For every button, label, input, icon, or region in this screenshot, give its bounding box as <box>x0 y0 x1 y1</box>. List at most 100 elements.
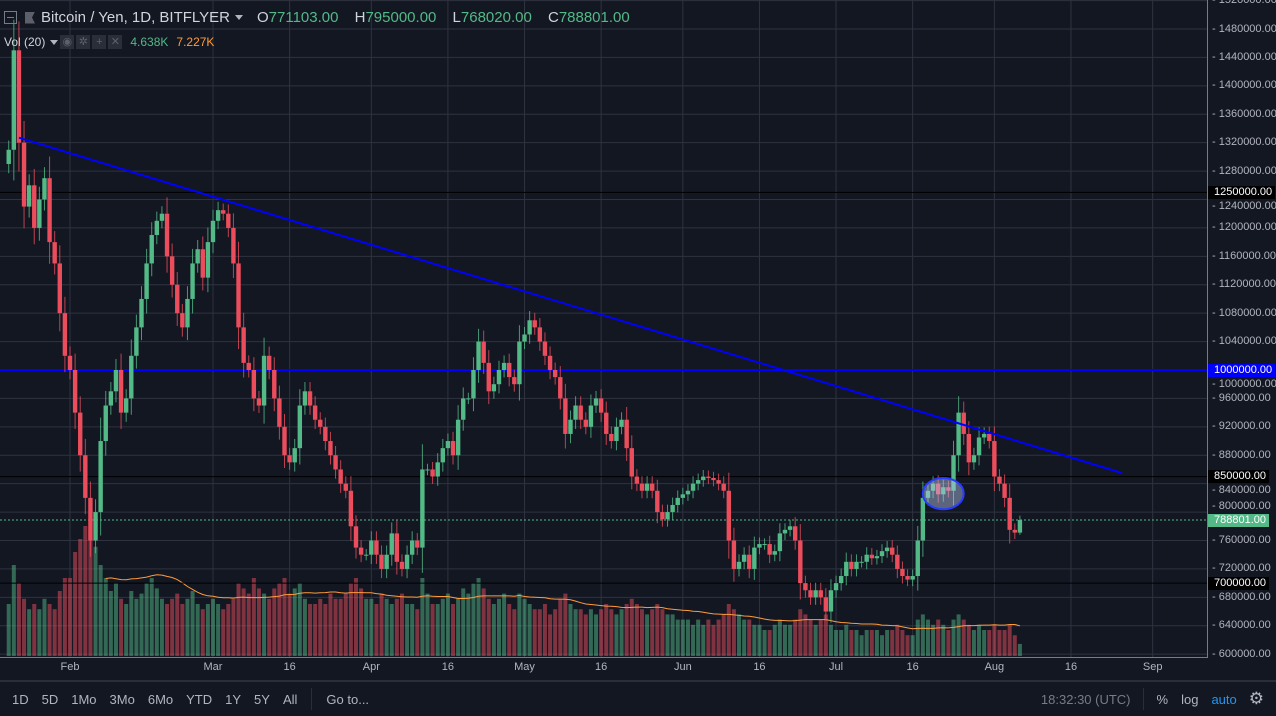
volume-bar <box>588 609 593 656</box>
gear-icon[interactable]: ⚙ <box>1248 689 1264 708</box>
horizontal-lines[interactable] <box>0 191 1207 584</box>
range-5y[interactable]: 5Y <box>254 691 270 707</box>
volume-bar <box>1012 635 1017 656</box>
volume-bar <box>389 604 394 656</box>
range-6mo[interactable]: 6Mo <box>147 691 174 707</box>
volume-bar <box>461 588 466 656</box>
candle-body <box>67 355 73 370</box>
candle-body <box>496 370 502 385</box>
log-toggle[interactable]: log <box>1181 691 1199 707</box>
horizontal-line-label: 1000000.00 <box>1208 363 1276 377</box>
highlight-ellipse[interactable] <box>921 476 965 511</box>
candle-body <box>333 455 338 470</box>
volume-bar <box>221 609 226 656</box>
volume-bar <box>788 624 793 656</box>
volume-bar <box>149 578 154 656</box>
price-tick-label: - 1480000.00 <box>1212 22 1276 35</box>
price-tick-label: - 1000000.00 <box>1212 377 1276 390</box>
gear-icon[interactable]: ✲ <box>76 35 91 49</box>
range-all[interactable]: All <box>282 691 298 707</box>
candle-body <box>26 185 32 207</box>
volume-bar <box>701 624 706 656</box>
volume-bar <box>839 630 844 656</box>
volume-bar <box>272 588 277 656</box>
price-tick-label: - 640000.00 <box>1212 619 1271 632</box>
volume-bar <box>205 604 210 656</box>
price-chart[interactable] <box>0 0 1207 657</box>
volume-bar <box>57 591 62 656</box>
volume-bar <box>405 604 410 656</box>
candle-body <box>445 441 451 449</box>
volume-bar <box>302 598 307 656</box>
volume-bar <box>634 604 639 656</box>
range-1y[interactable]: 1Y <box>225 691 242 707</box>
volume-bar <box>982 630 987 656</box>
chevron-down-icon[interactable] <box>50 39 59 45</box>
volume-bar <box>277 583 282 656</box>
candle-body <box>169 256 175 285</box>
range-1mo[interactable]: 1Mo <box>71 691 97 707</box>
candle-body <box>649 483 655 491</box>
candle-body <box>818 590 823 598</box>
candle-body <box>420 469 425 548</box>
candle-body <box>108 391 114 406</box>
volume-bar <box>920 614 925 656</box>
candle-body <box>644 483 650 491</box>
candle-body <box>328 441 333 456</box>
time-axis[interactable] <box>0 657 1207 680</box>
candle-body <box>772 551 777 555</box>
percent-toggle[interactable]: % <box>1156 691 1169 707</box>
volume-bar <box>394 598 399 656</box>
volume-bar <box>660 609 665 656</box>
close-icon[interactable]: ✕ <box>108 35 123 49</box>
time-tick-label: Jul <box>829 661 844 673</box>
candle-body <box>134 327 139 356</box>
candle-body <box>374 540 379 555</box>
candle-body <box>379 554 384 569</box>
range-3mo[interactable]: 3Mo <box>109 691 135 707</box>
candle-body <box>430 469 435 477</box>
volume-bar <box>1017 643 1022 656</box>
volume-bar <box>726 604 731 656</box>
chevron-down-icon[interactable] <box>234 15 243 20</box>
flag-icon[interactable] <box>25 11 35 24</box>
plus-icon[interactable]: + <box>92 35 107 49</box>
candle-body <box>552 370 558 378</box>
collapse-icon[interactable] <box>4 11 17 24</box>
range-5d[interactable]: 5D <box>41 691 59 707</box>
candle-body <box>890 547 895 555</box>
price-tick-label: - 840000.00 <box>1212 484 1271 497</box>
candle-body <box>512 377 517 385</box>
candle-body <box>798 540 803 584</box>
volume-bar <box>425 593 430 656</box>
range-ytd[interactable]: YTD <box>186 691 213 707</box>
candle-body <box>946 487 951 491</box>
auto-toggle[interactable]: auto <box>1211 691 1237 707</box>
low-value: 768020.00 <box>460 9 532 26</box>
volume-label[interactable]: Vol (20) <box>4 35 46 49</box>
candle-body <box>144 263 149 299</box>
volume-bar <box>445 593 450 656</box>
price-tick-label: - 1280000.00 <box>1212 164 1276 177</box>
goto-button[interactable]: Go to... <box>326 691 370 707</box>
volume-bar <box>665 614 670 656</box>
open-key: O <box>256 9 269 26</box>
volume-bar <box>379 593 384 656</box>
eye-icon[interactable]: ◉ <box>60 35 75 49</box>
candle-body <box>828 590 834 612</box>
close-value: 788801.00 <box>558 9 630 26</box>
volume-bar <box>925 619 930 656</box>
price-tick-label: - 1120000.00 <box>1212 278 1276 291</box>
candle-body <box>563 398 568 434</box>
candle-body <box>461 398 466 420</box>
candle-body <box>32 185 37 228</box>
volume-bars <box>6 526 1022 656</box>
candle-body <box>292 448 297 463</box>
volume-bar <box>435 604 440 656</box>
range-1d[interactable]: 1D <box>12 691 29 707</box>
volume-bar <box>364 598 369 656</box>
trendline[interactable] <box>18 136 1123 474</box>
price-axis[interactable] <box>1207 0 1276 658</box>
time-tick-label: Apr <box>362 661 380 673</box>
symbol-title[interactable]: Bitcoin / Yen, 1D, BITFLYER <box>41 9 230 26</box>
